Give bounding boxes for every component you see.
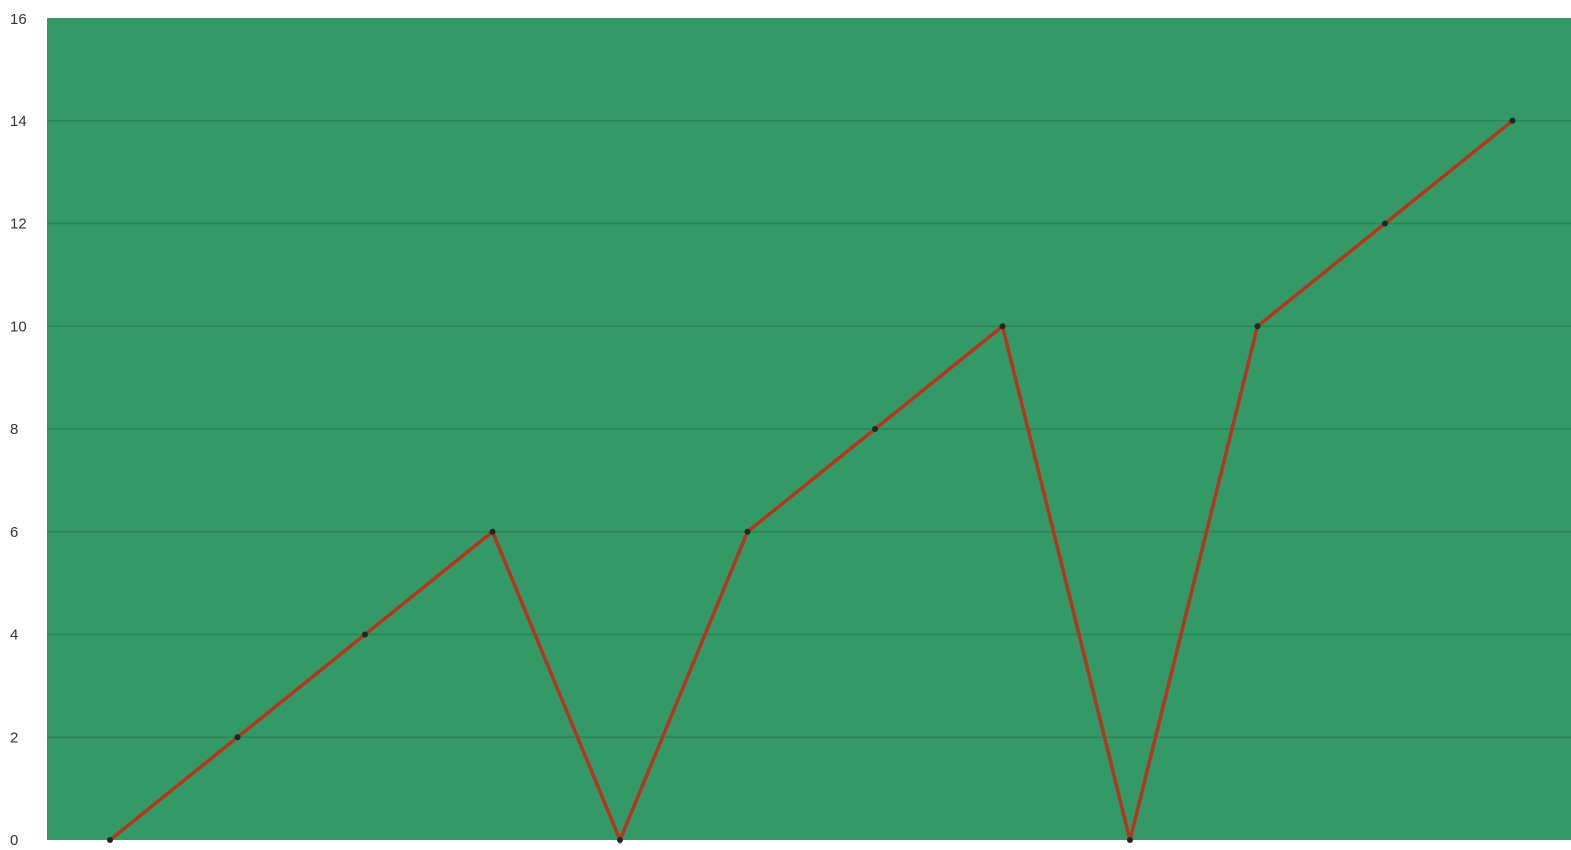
data-point [744,528,751,535]
data-point [617,837,623,843]
y-tick-label: 14 [10,113,27,130]
data-point [872,426,878,432]
y-tick-label: 6 [10,524,18,541]
y-tick-label: 8 [10,421,18,438]
y-tick-label: 12 [10,216,27,233]
series-line [108,119,1514,845]
y-axis-ticks: 0 2 4 6 8 10 12 14 16 [10,11,27,849]
data-point [234,734,241,741]
y-tick-label: 10 [10,318,27,335]
data-point [362,631,368,638]
data-point [999,323,1006,330]
data-point [1509,117,1516,124]
data-point [1127,837,1133,843]
y-tick-label: 16 [10,11,27,28]
y-tick-label: 0 [10,832,18,849]
y-tick-label: 2 [10,729,18,746]
y-tick-label: 4 [10,627,18,644]
data-point [107,837,113,843]
series-group [107,117,1516,845]
gridlines [47,120,1571,738]
data-point [1254,323,1261,330]
data-point [1382,220,1388,227]
data-point [489,528,496,535]
